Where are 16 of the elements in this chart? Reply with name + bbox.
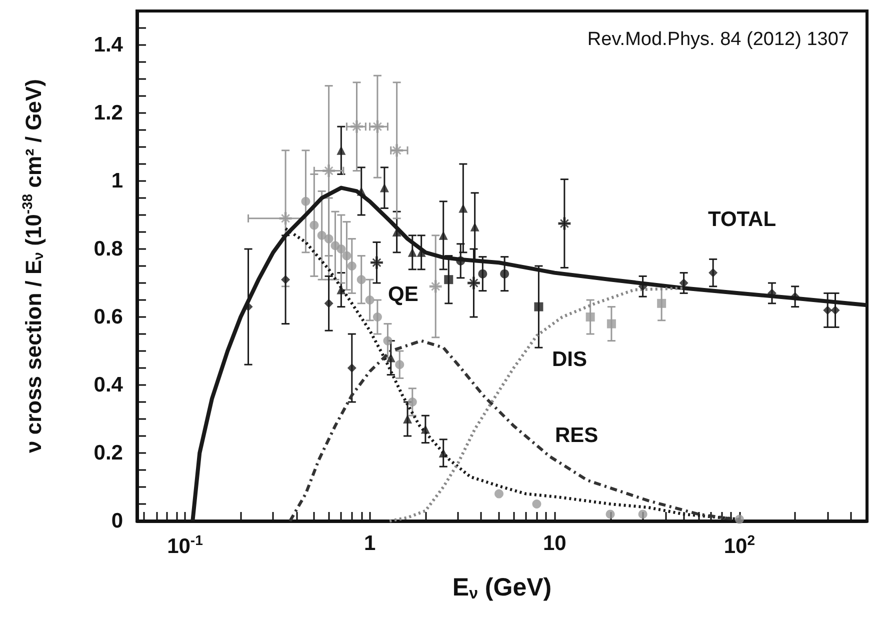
y-tick-label: 1.2 bbox=[94, 102, 123, 124]
y-tick-label: 0 bbox=[111, 510, 123, 532]
x-tick-label: 10 bbox=[542, 532, 566, 555]
y-tick-label: 0.8 bbox=[94, 238, 124, 260]
y-tick-label: 0.6 bbox=[94, 306, 123, 328]
x-tick-label: 1 bbox=[364, 532, 376, 555]
y-tick-label: 0.2 bbox=[94, 442, 123, 464]
y-axis-title: ν cross section / Eν (10-38 cm² / GeV) bbox=[19, 78, 46, 454]
annotation: Rev.Mod.Phys. 84 (2012) 1307 bbox=[587, 29, 850, 50]
annotation: QE bbox=[388, 283, 418, 306]
y-tick-label: 1 bbox=[111, 170, 124, 192]
annotation: RES bbox=[555, 424, 598, 447]
y-tick-label: 0.4 bbox=[94, 374, 124, 396]
y-tick-label: 1.4 bbox=[94, 34, 124, 56]
annotation: DIS bbox=[552, 348, 588, 371]
annotation: TOTAL bbox=[708, 208, 776, 231]
